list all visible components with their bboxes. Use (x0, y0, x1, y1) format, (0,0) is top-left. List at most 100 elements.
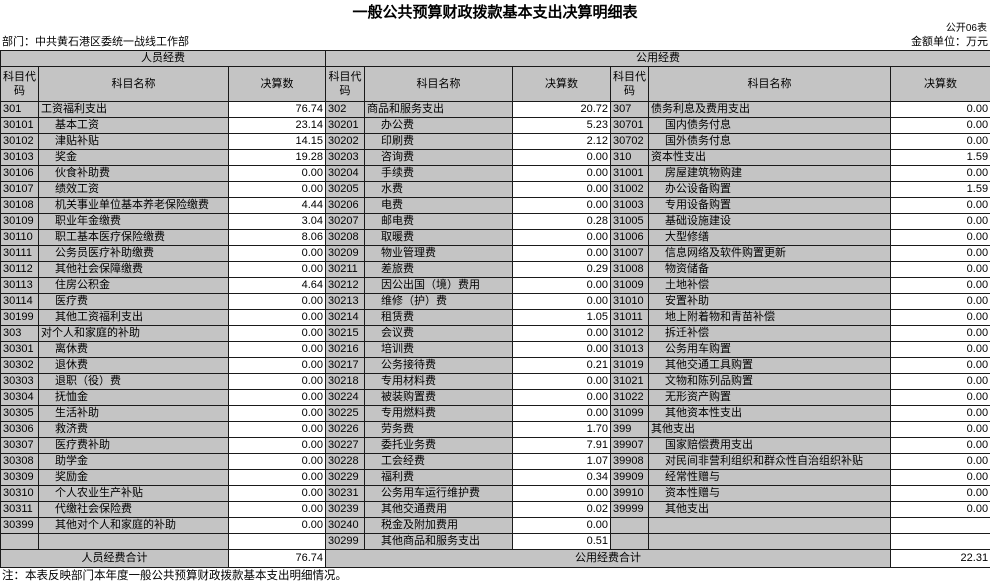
table-body: 301 工资福利支出 76.74 302 商品和服务支出 20.72 307 债务利息及费用支… (0, 101, 990, 550)
col-header-name: 科目名称 (38, 66, 229, 102)
table-row: 30108 机关事业单位基本养老保险缴费 4.44 30206 电费 0.00 31003 专… (0, 197, 990, 214)
code-cell: 302 (325, 101, 366, 118)
value-cell: 0.00 (512, 181, 612, 198)
name-cell: 办公设备购置 (648, 181, 892, 198)
col-header-value: 决算数 (890, 66, 990, 102)
code-cell: 399 (610, 421, 650, 438)
name-cell: 水费 (364, 181, 514, 198)
name-cell: 专用燃料费 (364, 405, 514, 422)
value-cell: 0.00 (890, 229, 990, 246)
name-cell: 奖金 (38, 149, 229, 166)
col-header-code: 科目代码 (325, 66, 366, 102)
value-cell: 0.00 (512, 245, 612, 262)
name-cell: 债务利息及费用支出 (648, 101, 892, 118)
code-cell: 31021 (610, 373, 650, 390)
value-cell: 0.00 (890, 309, 990, 326)
code-cell: 30299 (325, 533, 366, 550)
code-cell: 30114 (0, 293, 39, 310)
code-cell: 30213 (325, 293, 366, 310)
value-cell: 19.28 (227, 149, 327, 166)
code-cell: 39999 (610, 501, 650, 518)
value-cell: 4.64 (227, 277, 327, 294)
value-cell: 0.00 (512, 405, 612, 422)
code-cell: 31009 (610, 277, 650, 294)
table-row: 30111 公务员医疗补助缴费 0.00 30209 物业管理费 0.00 31007 信息网… (0, 245, 990, 262)
value-cell: 0.28 (512, 213, 612, 230)
name-cell: 国家赔偿费用支出 (648, 437, 892, 454)
code-cell: 30399 (0, 517, 39, 534)
name-cell: 抚恤金 (38, 389, 229, 406)
code-cell: 30201 (325, 117, 366, 134)
value-cell: 0.00 (890, 453, 990, 470)
name-cell: 资本性支出 (648, 149, 892, 166)
name-cell: 国外债务付息 (648, 133, 892, 150)
table-row: 30305 生活补助 0.00 30225 专用燃料费 0.00 31099 其他资本性支出 0… (0, 405, 990, 422)
code-cell: 30207 (325, 213, 366, 230)
code-cell: 39909 (610, 469, 650, 486)
value-cell: 0.00 (227, 261, 327, 278)
public-total-value: 22.31 (890, 549, 990, 568)
value-cell: 8.06 (227, 229, 327, 246)
code-cell: 30304 (0, 389, 39, 406)
code-cell: 30224 (325, 389, 366, 406)
value-cell: 0.00 (890, 357, 990, 374)
col-header-code: 科目代码 (610, 66, 650, 102)
name-cell: 文物和陈列品购置 (648, 373, 892, 390)
code-cell: 30111 (0, 245, 39, 262)
totals-row: 人员经费合计 76.74 公用经费合计 22.31 (0, 549, 990, 568)
code-cell: 30204 (325, 165, 366, 182)
value-cell: 0.00 (890, 165, 990, 182)
col-header-code: 科目代码 (0, 66, 39, 102)
value-cell: 0.00 (890, 485, 990, 502)
table-row: 30114 医疗费 0.00 30213 维修（护）费 0.00 31010 安置补助 0.00 (0, 293, 990, 310)
code-cell: 30309 (0, 469, 39, 486)
name-cell (648, 533, 892, 550)
code-cell: 303 (0, 325, 39, 342)
value-cell: 0.00 (890, 245, 990, 262)
code-cell: 30211 (325, 261, 366, 278)
code-cell: 30239 (325, 501, 366, 518)
personnel-total-label: 人员经费合计 (0, 549, 229, 568)
unit-label: 金额单位：万元 (911, 36, 988, 48)
name-cell: 电费 (364, 197, 514, 214)
name-cell: 绩效工资 (38, 181, 229, 198)
name-cell: 公务用车运行维护费 (364, 485, 514, 502)
table-row: 301 工资福利支出 76.74 302 商品和服务支出 20.72 307 债务利息及费用支… (0, 101, 990, 118)
name-cell: 职工基本医疗保险缴费 (38, 229, 229, 246)
value-cell: 0.00 (227, 325, 327, 342)
name-cell: 房屋建筑物购建 (648, 165, 892, 182)
table-row: 30308 助学金 0.00 30228 工会经费 1.07 39908 对民间非营利组织和群… (0, 453, 990, 470)
name-cell: 机关事业单位基本养老保险缴费 (38, 197, 229, 214)
name-cell: 物业管理费 (364, 245, 514, 262)
col-header-name: 科目名称 (648, 66, 892, 102)
name-cell: 其他社会保障缴费 (38, 261, 229, 278)
col-header-value: 决算数 (512, 66, 612, 102)
table-row: 30299 其他商品和服务支出 0.51 (0, 533, 990, 550)
group-header-public: 公用经费 (325, 50, 990, 67)
name-cell: 经常性赠与 (648, 469, 892, 486)
code-cell (610, 533, 650, 550)
name-cell (648, 517, 892, 534)
value-cell: 0.00 (890, 133, 990, 150)
value-cell: 20.72 (512, 101, 612, 118)
name-cell: 因公出国（境）费用 (364, 277, 514, 294)
sub-header-row: 科目代码 科目名称 决算数 科目代码 科目名称 决算数 科目代码 科目名称 决算… (0, 66, 990, 102)
table-row: 30103 奖金 19.28 30203 咨询费 0.00 310 资本性支出 1.59 (0, 149, 990, 166)
table-row: 30113 住房公积金 4.64 30212 因公出国（境）费用 0.00 31009 土地补… (0, 277, 990, 294)
value-cell: 0.02 (512, 501, 612, 518)
code-cell: 30308 (0, 453, 39, 470)
name-cell: 其他支出 (648, 501, 892, 518)
table-row: 30311 代缴社会保险费 0.00 30239 其他交通费用 0.02 39999 其他支出… (0, 501, 990, 518)
value-cell: 0.51 (512, 533, 612, 550)
code-cell: 31012 (610, 325, 650, 342)
code-cell: 39908 (610, 453, 650, 470)
value-cell: 0.00 (890, 213, 990, 230)
code-cell: 307 (610, 101, 650, 118)
name-cell: 离休费 (38, 341, 229, 358)
code-cell: 31022 (610, 389, 650, 406)
value-cell: 23.14 (227, 117, 327, 134)
name-cell: 手续费 (364, 165, 514, 182)
name-cell: 资本性赠与 (648, 485, 892, 502)
name-cell: 无形资产购置 (648, 389, 892, 406)
